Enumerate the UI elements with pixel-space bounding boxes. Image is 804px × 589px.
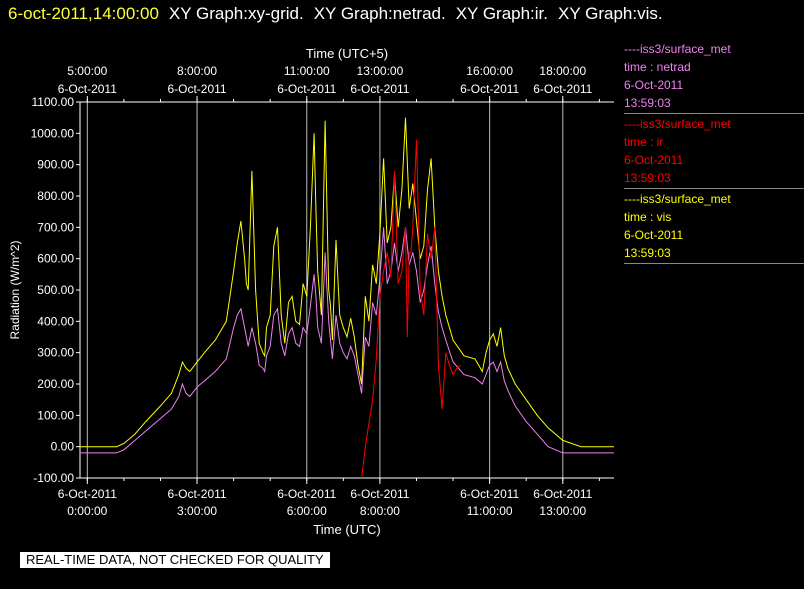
y-tick-label: -100.00 [33,471,74,485]
y-tick-label: 300.00 [37,346,74,360]
legend-time: 13:59:03 [624,246,671,260]
x-tick-label-time: 0:00:00 [67,504,107,518]
y-tick-label: 0.00 [51,440,75,454]
graph-title-netrad: XY Graph:netrad. [313,4,446,23]
x2-axis-label: Time (UTC+5) [306,46,388,61]
legend-source: ----iss3/surface_met [624,192,731,206]
grid-layer [86,102,564,478]
legend-time: 13:59:03 [624,171,671,185]
graph-title-vis: XY Graph:vis. [558,4,663,23]
graph-title-ir: XY Graph:ir. [455,4,549,23]
series-line-ir [361,139,461,479]
x2-tick-label-time: 18:00:00 [539,64,586,78]
legend-var: time : netrad [624,60,691,74]
series-line-netrad [80,227,614,454]
y-tick-label: 100.00 [37,408,74,422]
graph-title-xy-grid: XY Graph:xy-grid. [168,4,304,23]
legend-date: 6-Oct-2011 [624,153,684,167]
x2-tick-label-time: 5:00:00 [67,64,107,78]
series-layer [80,117,614,479]
x-tick-label-date: 6-Oct-2011 [533,487,592,501]
legend-item-netrad: ----iss3/surface_met time : netrad 6-Oct… [624,40,804,114]
x2-tick-label-time: 16:00:00 [466,64,513,78]
y-tick-label: 1000.00 [31,126,75,140]
x2-tick-label-time: 8:00:00 [177,64,217,78]
x-tick-label-time: 13:00:00 [539,504,586,518]
x-tick-label-time: 11:00:00 [467,504,513,518]
legend-date: 6-Oct-2011 [624,228,684,242]
x-tick-label-time: 6:00:00 [287,504,327,518]
legend-date: 6-Oct-2011 [624,78,684,92]
legend-var: time : ir [624,135,664,149]
x2-tick-label-date: 6-Oct-2011 [58,82,117,96]
y-axis-label: Radiation (W/m^2) [8,241,22,340]
x2-tick-label-time: 13:00:00 [357,64,404,78]
x2-tick-label-date: 6-Oct-2011 [277,82,336,96]
y-tick-label: 900.00 [37,158,74,172]
y-tick-label: 1100.00 [32,95,75,109]
x-tick-label-date: 6-Oct-2011 [350,487,409,501]
x2-tick-label-date: 6-Oct-2011 [167,82,226,96]
x2-tick-label-date: 6-Oct-2011 [350,82,409,96]
legend-time: 13:59:03 [624,96,671,110]
y-tick-label: 800.00 [37,189,74,203]
legend-item-vis: ----iss3/surface_met time : vis 6-Oct-20… [624,190,804,264]
series-line-vis [80,117,614,448]
y-tick-label: 600.00 [37,252,74,266]
y-tick-label: 500.00 [37,283,74,297]
x2-tick-label-date: 6-Oct-2011 [460,82,519,96]
x-tick-label-time: 8:00:00 [360,504,400,518]
x-tick-label-date: 6-Oct-2011 [460,487,519,501]
legend-var: time : vis [624,210,672,224]
x2-tick-label-date: 6-Oct-2011 [533,82,592,96]
quality-disclaimer: REAL-TIME DATA, NOT CHECKED FOR QUALITY [20,552,330,568]
legend-source: ----iss3/surface_met [624,42,731,56]
title-bar: 6-oct-2011,14:00:00 XY Graph:xy-grid. XY G… [8,4,663,24]
y-tick-label: 700.00 [37,220,74,234]
legend-source: ----iss3/surface_met [624,117,731,131]
y-tick-label: 200.00 [37,377,74,391]
x-tick-label-time: 3:00:00 [177,504,217,518]
legend: ----iss3/surface_met time : netrad 6-Oct… [624,40,804,265]
x-tick-label-date: 6-Oct-2011 [277,487,336,501]
x-axis-label: Time (UTC) [313,522,380,537]
datetime-label: 6-oct-2011,14:00:00 [8,4,159,23]
x-tick-label-date: 6-Oct-2011 [58,487,117,501]
y-tick-label: 400.00 [37,314,74,328]
x2-tick-label-time: 11:00:00 [284,64,330,78]
x-tick-label-date: 6-Oct-2011 [167,487,226,501]
axes-layer: -100.00 0.00 100.00 200.00 300.00 400.00 500.0… [31,64,614,518]
legend-item-ir: ----iss3/surface_met time : ir 6-Oct-201… [624,115,804,189]
